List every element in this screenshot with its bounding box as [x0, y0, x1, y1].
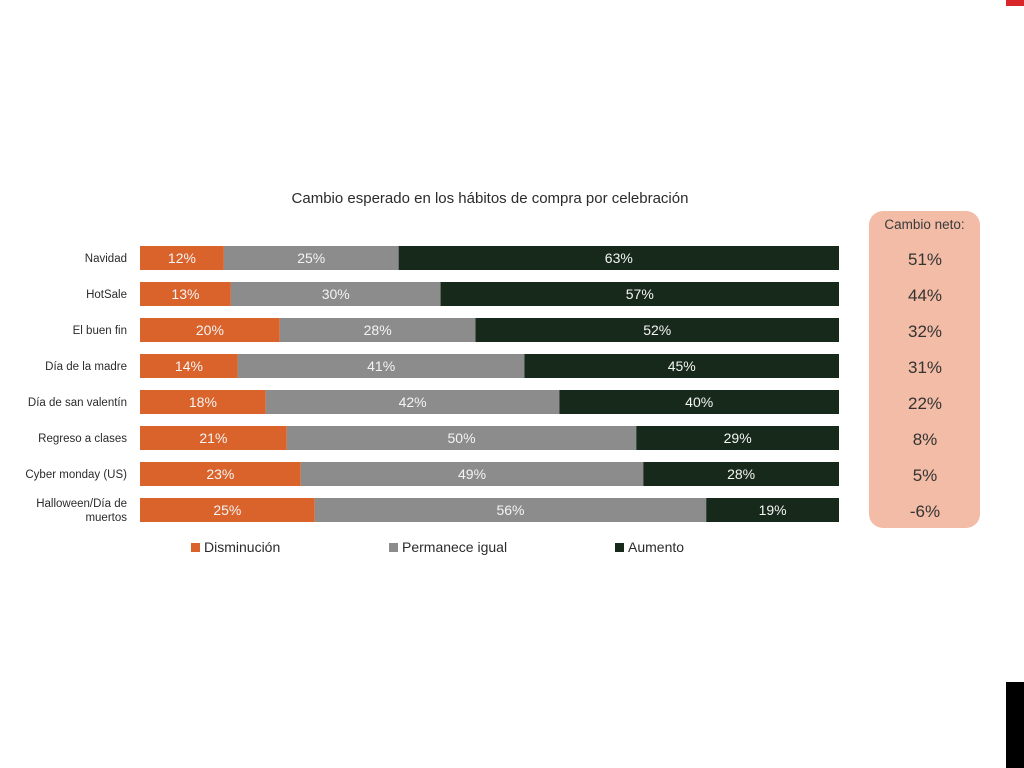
bar-hotsale-aumento	[440, 282, 839, 306]
legend-label-permanece-igual: Permanece igual	[402, 539, 508, 555]
legend-item-disminucion: Disminución	[191, 539, 280, 555]
category-label-navidad: Navidad	[85, 253, 127, 265]
red-corner-accent	[1006, 0, 1024, 6]
data-label-regreso-a-clases-aumento: 29%	[724, 430, 752, 446]
bar-cyber-monday-us-permanece-igual	[300, 462, 644, 486]
data-label-dia-de-san-valentin-permanece-igual: 42%	[399, 394, 427, 410]
category-label-halloween-dia-de-muertos: Halloween/Día de muertos	[36, 498, 127, 524]
category-label-dia-de-la-madre: Día de la madre	[45, 361, 127, 373]
net-change-value-hotsale: 44%	[908, 286, 942, 305]
bar-dia-de-la-madre-disminucion	[140, 354, 238, 378]
data-label-dia-de-san-valentin-disminucion: 18%	[189, 394, 217, 410]
bar-regreso-a-clases-permanece-igual	[286, 426, 637, 450]
bar-el-buen-fin-disminucion	[140, 318, 280, 342]
bar-dia-de-san-valentin-disminucion	[140, 390, 266, 414]
data-label-cyber-monday-us-aumento: 28%	[727, 466, 755, 482]
net-change-header: Cambio neto:	[884, 217, 965, 232]
bar-dia-de-la-madre-aumento	[524, 354, 839, 378]
data-label-hotsale-disminucion: 13%	[171, 286, 199, 302]
legend-label-disminucion: Disminución	[204, 539, 281, 555]
net-change-panel: Cambio neto:	[869, 211, 980, 528]
data-label-hotsale-aumento: 57%	[626, 286, 654, 302]
bar-hotsale-permanece-igual	[230, 282, 441, 306]
data-label-dia-de-la-madre-permanece-igual: 41%	[367, 358, 395, 374]
bar-el-buen-fin-aumento	[475, 318, 839, 342]
category-label-dia-de-san-valentin: Día de san valentín	[28, 397, 127, 409]
bar-halloween-dia-de-muertos-disminucion	[140, 498, 315, 522]
data-label-navidad-aumento: 63%	[605, 250, 633, 266]
data-label-navidad-permanece-igual: 25%	[297, 250, 325, 266]
net-change-value-dia-de-san-valentin: 22%	[908, 394, 942, 413]
bar-hotsale-disminucion	[140, 282, 231, 306]
data-label-el-buen-fin-permanece-igual: 28%	[364, 322, 392, 338]
data-label-regreso-a-clases-permanece-igual: 50%	[448, 430, 476, 446]
net-change-value-navidad: 51%	[908, 250, 942, 269]
data-label-cyber-monday-us-permanece-igual: 49%	[458, 466, 486, 482]
legend-item-permanece-igual: Permanece igual	[389, 539, 507, 555]
bar-dia-de-san-valentin-aumento	[559, 390, 839, 414]
bar-regreso-a-clases-disminucion	[140, 426, 287, 450]
bar-halloween-dia-de-muertos-permanece-igual	[314, 498, 707, 522]
category-label-hotsale: HotSale	[86, 289, 127, 301]
bar-navidad-disminucion	[140, 246, 224, 270]
bar-navidad-aumento	[398, 246, 839, 270]
legend-label-aumento: Aumento	[628, 539, 685, 555]
legend-swatch-permanece-igual	[389, 542, 398, 552]
data-label-cyber-monday-us-disminucion: 23%	[206, 466, 234, 482]
category-label-cyber-monday-us: Cyber monday (US)	[25, 469, 127, 481]
data-label-halloween-dia-de-muertos-aumento: 19%	[759, 502, 787, 518]
data-label-el-buen-fin-disminucion: 20%	[196, 322, 224, 338]
data-label-navidad-disminucion: 12%	[168, 250, 196, 266]
category-label-regreso-a-clases: Regreso a clases	[38, 433, 127, 445]
category-label-el-buen-fin: El buen fin	[73, 325, 127, 337]
bar-el-buen-fin-permanece-igual	[279, 318, 476, 342]
bar-navidad-permanece-igual	[223, 246, 399, 270]
bar-cyber-monday-us-disminucion	[140, 462, 301, 486]
data-label-regreso-a-clases-disminucion: 21%	[199, 430, 227, 446]
legend-swatch-disminucion	[191, 542, 200, 552]
chart-title: Cambio esperado en los hábitos de compra…	[291, 190, 689, 207]
net-change-value-cyber-monday-us: 5%	[913, 466, 938, 485]
legend-item-aumento: Aumento	[615, 539, 684, 555]
data-label-dia-de-la-madre-aumento: 45%	[668, 358, 696, 374]
bar-dia-de-san-valentin-permanece-igual	[265, 390, 560, 414]
net-change-value-halloween-dia-de-muertos: -6%	[910, 502, 940, 521]
net-change-value-el-buen-fin: 32%	[908, 322, 942, 341]
net-change-value-regreso-a-clases: 8%	[913, 430, 938, 449]
data-label-el-buen-fin-aumento: 52%	[643, 322, 671, 338]
bar-cyber-monday-us-aumento	[643, 462, 839, 486]
bar-dia-de-la-madre-permanece-igual	[237, 354, 525, 378]
black-corner-accent	[1006, 682, 1024, 768]
data-label-halloween-dia-de-muertos-disminucion: 25%	[213, 502, 241, 518]
bar-regreso-a-clases-aumento	[636, 426, 839, 450]
data-label-dia-de-la-madre-disminucion: 14%	[175, 358, 203, 374]
data-label-halloween-dia-de-muertos-permanece-igual: 56%	[496, 502, 524, 518]
data-label-dia-de-san-valentin-aumento: 40%	[685, 394, 713, 410]
legend-swatch-aumento	[615, 542, 624, 552]
net-change-value-dia-de-la-madre: 31%	[908, 358, 942, 377]
bar-halloween-dia-de-muertos-aumento	[706, 498, 839, 522]
data-label-hotsale-permanece-igual: 30%	[322, 286, 350, 302]
